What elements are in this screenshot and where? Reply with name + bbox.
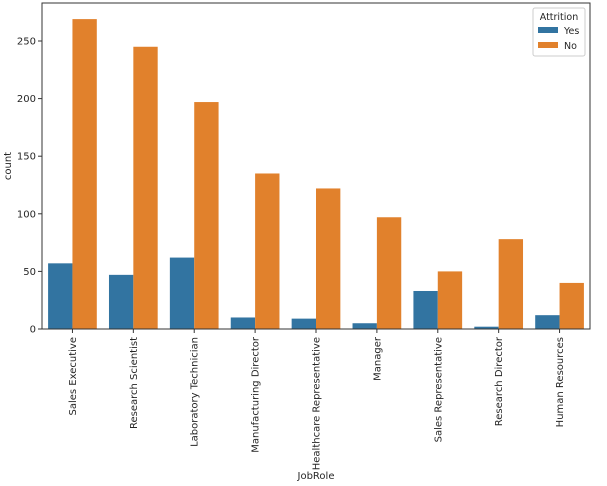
y-tick-label: 150: [17, 152, 36, 163]
bar-no-manager: [376, 217, 402, 329]
x-tick-label: Sales Representative: [433, 337, 444, 442]
bar-no-sales-executive: [72, 19, 97, 329]
x-tick-label: Healthcare Representative: [312, 337, 323, 470]
axes-frame: [41, 2, 591, 330]
x-tick-label: Research Director: [494, 336, 505, 426]
legend-label-yes: Yes: [563, 26, 579, 37]
x-tick-label: Research Scientist: [129, 337, 140, 429]
bar-no-healthcare-representative: [316, 188, 341, 329]
y-axis-label: count: [3, 152, 14, 180]
bar-no-research-director: [498, 239, 524, 329]
bar-yes-sales-executive: [48, 263, 73, 329]
bar-yes-research-director: [474, 326, 499, 329]
bar-yes-manufacturing-director: [230, 317, 256, 329]
bar-no-sales-representative: [437, 271, 463, 329]
bar-yes-human-resources: [535, 315, 560, 329]
bar-no-human-resources: [559, 282, 584, 329]
bar-no-laboratory-technician: [194, 102, 219, 329]
bar-yes-sales-representative: [413, 290, 438, 329]
legend-swatch-yes: [538, 27, 558, 33]
bar-no-manufacturing-director: [255, 173, 280, 329]
bar-yes-laboratory-technician: [169, 257, 195, 329]
legend-label-no: No: [564, 41, 577, 52]
y-tick-label: 0: [30, 325, 36, 336]
y-tick-label: 250: [17, 37, 36, 48]
y-tick-label: 100: [17, 209, 36, 220]
bar-yes-healthcare-representative: [291, 318, 316, 329]
y-tick-label: 200: [17, 94, 36, 105]
x-tick-label: Sales Executive: [68, 337, 79, 415]
x-tick-label: Manufacturing Director: [251, 336, 262, 453]
bar-no-research-scientist: [133, 46, 158, 329]
x-axis-label: JobRole: [297, 471, 335, 482]
x-tick-label: Laboratory Technician: [190, 337, 201, 447]
bar-yes-research-scientist: [108, 274, 134, 329]
legend-swatch-no: [538, 42, 558, 48]
x-tick-label: Human Resources: [555, 337, 566, 427]
legend: Attrition Yes No: [532, 7, 586, 57]
bar-yes-manager: [352, 323, 377, 329]
y-tick-label: 50: [23, 267, 36, 278]
x-tick-label: Manager: [372, 336, 383, 381]
legend-title: Attrition: [540, 12, 579, 23]
